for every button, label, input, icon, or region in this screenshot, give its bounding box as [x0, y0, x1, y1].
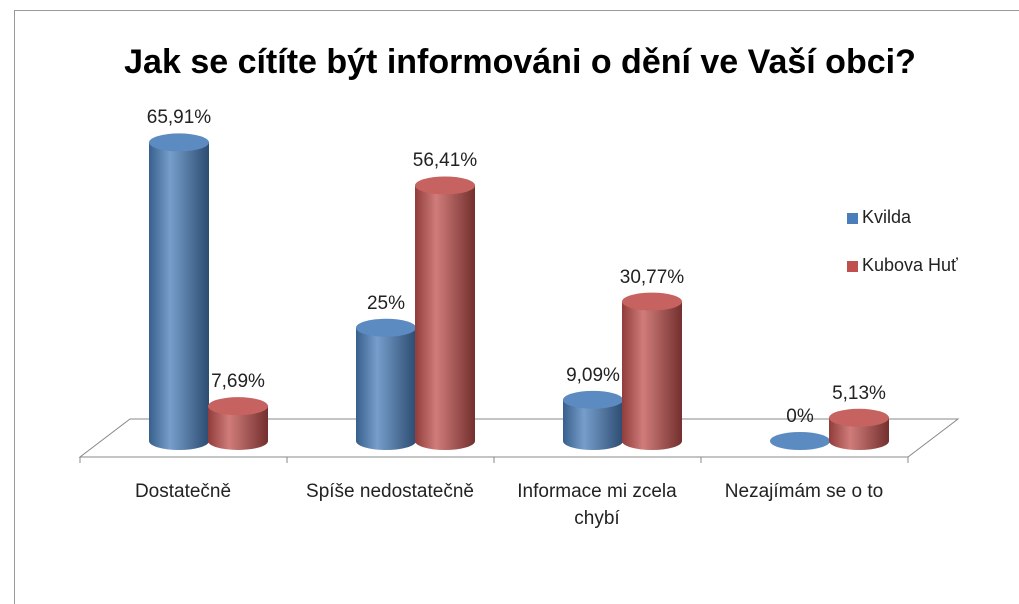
chart-title: Jak se cítíte být informováni o dění ve … [124, 43, 916, 81]
bar [415, 176, 475, 450]
bar [829, 408, 889, 450]
data-label: 5,13% [832, 382, 886, 404]
bar-top [829, 408, 889, 427]
bar-body [149, 142, 209, 450]
bar [149, 133, 209, 450]
bar-top [563, 390, 623, 409]
bar [563, 390, 623, 450]
x-tick-label: Spíše nedostatečně [306, 481, 474, 502]
x-tick-label: Dostatečně [134, 481, 232, 502]
bar-body [563, 399, 623, 450]
data-label: 56,41% [412, 150, 478, 172]
bar [770, 432, 830, 450]
bar-top [149, 133, 209, 152]
floor [78, 418, 960, 458]
bar-top [415, 176, 475, 195]
bar-body [415, 185, 475, 450]
data-label: 9,09% [566, 364, 620, 386]
bar-top [770, 432, 830, 450]
bar-body [829, 417, 889, 450]
data-label: 30,77% [619, 266, 685, 288]
bar-top [622, 292, 682, 311]
legend-swatch [847, 261, 858, 272]
bar [622, 292, 682, 450]
legend-label: Kvilda [862, 207, 912, 227]
data-label: 65,91% [146, 107, 212, 129]
data-label: 7,69% [211, 371, 265, 393]
legend-label: Kubova Huť [862, 255, 958, 275]
bar [356, 318, 416, 450]
bar-body [356, 327, 416, 450]
data-label: 0% [786, 406, 814, 427]
bar-body [622, 301, 682, 450]
bar [208, 397, 268, 450]
x-tick-label: Informace mi zcela chybí [517, 481, 677, 529]
x-tick-label: Nezajímám se o to [724, 481, 884, 502]
bar-body [208, 406, 268, 450]
bar-top [208, 397, 268, 416]
legend-swatch [847, 213, 858, 224]
data-label: 25% [366, 292, 406, 314]
bar-top [356, 318, 416, 337]
